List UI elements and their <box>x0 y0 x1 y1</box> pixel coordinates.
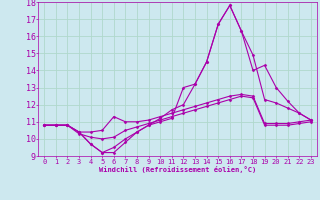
X-axis label: Windchill (Refroidissement éolien,°C): Windchill (Refroidissement éolien,°C) <box>99 166 256 173</box>
